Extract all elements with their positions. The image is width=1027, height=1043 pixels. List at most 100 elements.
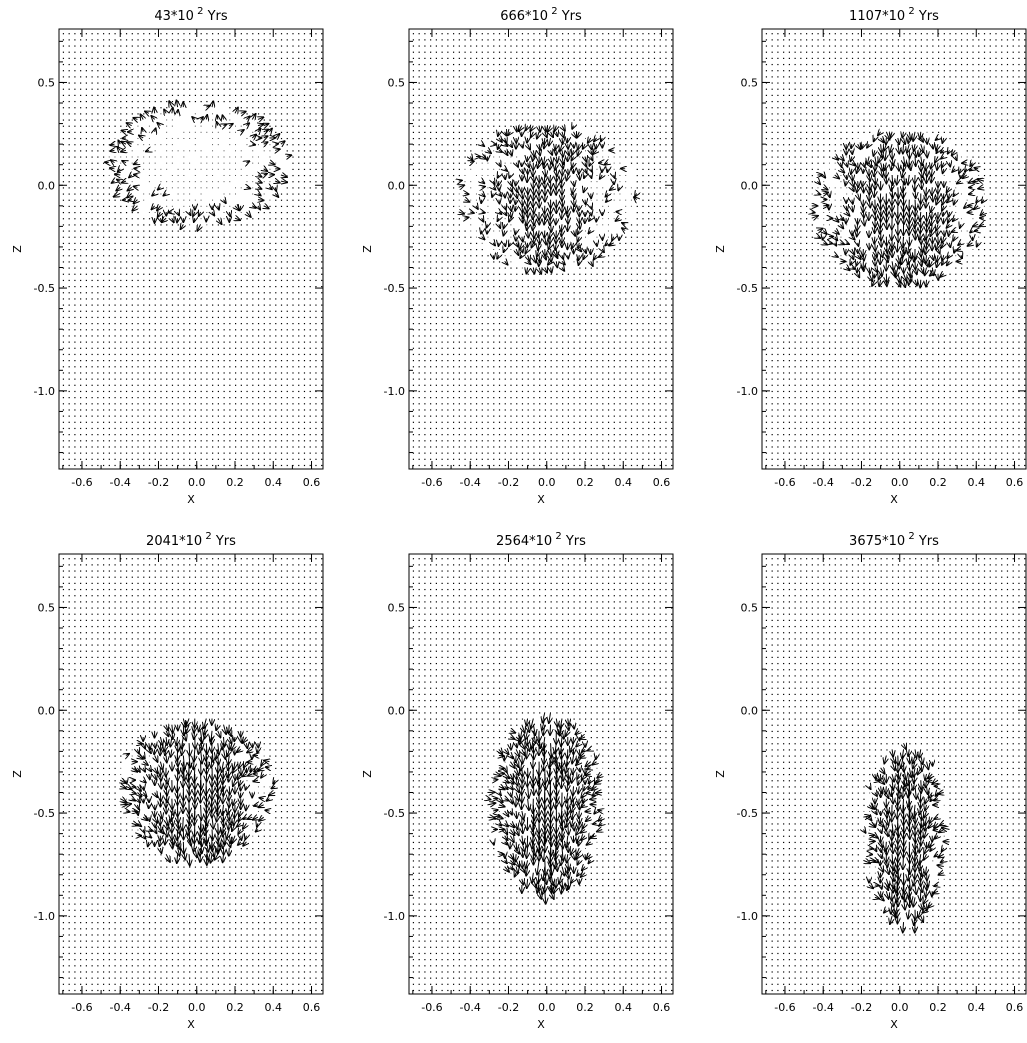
- grid-point: [74, 440, 76, 442]
- grid-point: [85, 409, 87, 411]
- grid-point: [177, 446, 179, 448]
- grid-point: [464, 76, 466, 78]
- grid-point: [516, 88, 518, 90]
- grid-point: [166, 310, 168, 312]
- grid-point: [235, 193, 236, 195]
- grid-point: [217, 440, 219, 442]
- grid-point: [280, 199, 283, 201]
- grid-point: [189, 33, 191, 35]
- grid-point: [418, 88, 420, 90]
- grid-point: [125, 230, 128, 232]
- grid-point: [303, 119, 306, 121]
- grid-point: [114, 63, 116, 66]
- grid-point: [516, 458, 518, 460]
- grid-point: [68, 397, 70, 399]
- grid-point: [97, 366, 99, 368]
- grid-point: [527, 45, 529, 47]
- grid-point: [177, 464, 179, 467]
- grid-point: [252, 131, 254, 133]
- grid-point: [475, 236, 477, 238]
- grid-point: [286, 409, 288, 411]
- grid-point: [120, 397, 122, 399]
- grid-point: [103, 137, 105, 140]
- velocity-arrow: [503, 230, 504, 235]
- grid-point: [481, 452, 483, 454]
- grid-point: [125, 316, 128, 319]
- grid-point: [447, 119, 449, 121]
- grid-point: [275, 113, 277, 115]
- grid-point: [424, 113, 426, 115]
- grid-point: [464, 421, 466, 423]
- grid-point: [177, 224, 179, 226]
- grid-point: [321, 156, 323, 158]
- grid-point: [510, 415, 512, 417]
- grid-point: [80, 236, 82, 238]
- grid-point: [177, 150, 179, 152]
- grid-point: [470, 137, 472, 140]
- grid-point: [120, 384, 122, 386]
- grid-point: [177, 366, 179, 368]
- grid-point: [108, 156, 110, 158]
- grid-point: [74, 76, 76, 78]
- grid-point: [194, 378, 197, 380]
- grid-point: [321, 230, 323, 232]
- grid-point: [481, 427, 483, 430]
- velocity-arrow: [610, 187, 614, 190]
- grid-point: [516, 45, 518, 47]
- grid-point: [200, 131, 202, 133]
- grid-point: [321, 298, 323, 300]
- grid-point: [80, 113, 82, 115]
- grid-point: [85, 390, 87, 393]
- grid-point: [321, 187, 323, 189]
- grid-point: [103, 378, 105, 380]
- grid-point: [286, 51, 288, 53]
- grid-point: [286, 63, 288, 66]
- grid-point: [114, 45, 116, 47]
- grid-point: [286, 76, 288, 78]
- grid-point: [504, 218, 506, 220]
- grid-point: [160, 310, 162, 312]
- grid-point: [275, 452, 277, 454]
- grid-point: [447, 205, 449, 208]
- grid-point: [487, 57, 489, 59]
- grid-point: [453, 168, 455, 171]
- grid-point: [194, 409, 197, 411]
- grid-point: [206, 353, 208, 356]
- grid-point: [412, 415, 415, 417]
- grid-point: [481, 298, 483, 300]
- grid-point: [160, 57, 162, 59]
- grid-point: [521, 316, 524, 319]
- grid-point: [246, 94, 248, 96]
- grid-point: [447, 162, 449, 164]
- grid-point: [252, 329, 254, 331]
- grid-point: [309, 335, 311, 337]
- grid-point: [240, 440, 242, 442]
- grid-point: [424, 137, 426, 140]
- grid-point: [412, 33, 415, 35]
- grid-point: [321, 341, 323, 343]
- grid-point: [412, 452, 415, 454]
- velocity-arrow: [482, 187, 485, 188]
- grid-point: [143, 329, 145, 331]
- grid-point: [246, 279, 248, 282]
- grid-point: [171, 100, 174, 103]
- grid-point: [527, 298, 529, 300]
- grid-point: [493, 249, 495, 250]
- grid-point: [97, 70, 99, 72]
- grid-point: [275, 273, 277, 275]
- grid-point: [120, 427, 122, 430]
- grid-point: [263, 446, 265, 448]
- grid-point: [298, 310, 300, 312]
- grid-point: [212, 440, 214, 442]
- grid-point: [137, 224, 139, 226]
- grid-point: [131, 119, 133, 121]
- grid-point: [475, 63, 478, 66]
- grid-point: [62, 70, 65, 72]
- grid-point: [447, 150, 449, 152]
- grid-point: [131, 390, 133, 393]
- grid-point: [481, 329, 483, 331]
- grid-point: [114, 230, 116, 232]
- grid-point: [177, 316, 179, 319]
- grid-point: [263, 323, 265, 325]
- grid-point: [171, 434, 174, 436]
